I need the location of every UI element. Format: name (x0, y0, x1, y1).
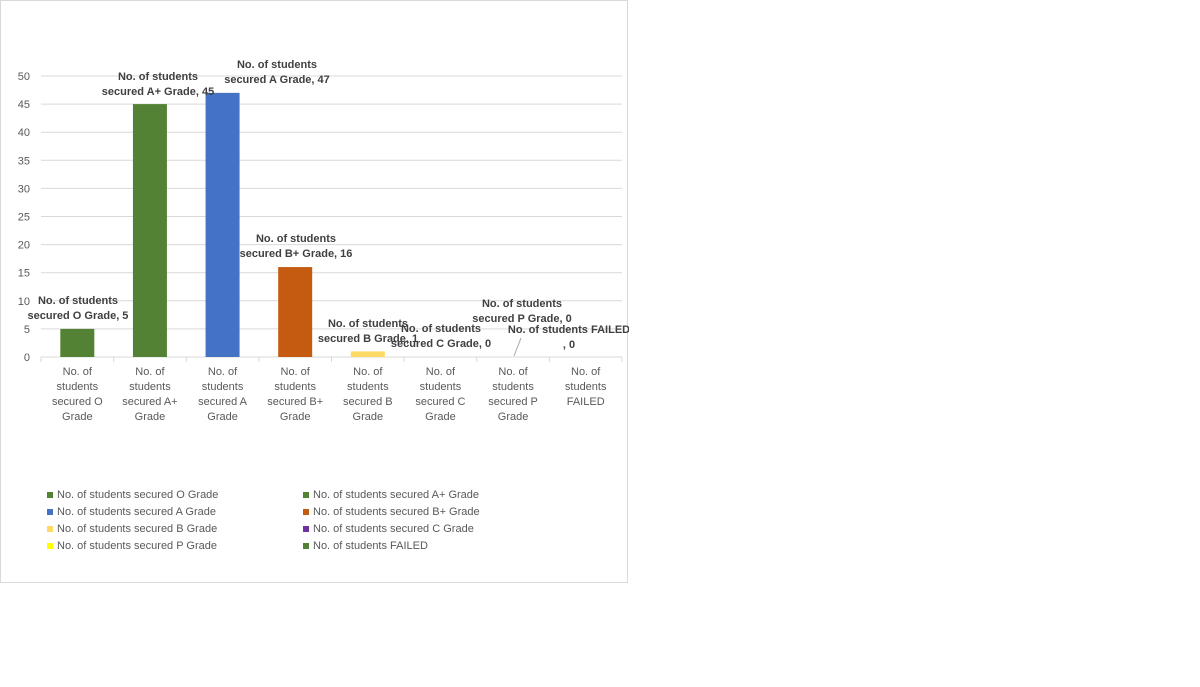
legend-item: No. of students secured B+ Grade (303, 506, 480, 518)
x-category-label: students (565, 381, 607, 393)
x-category-label: students (129, 381, 171, 393)
x-category-label: No. of (571, 366, 601, 378)
legend-label: No. of students secured O Grade (57, 489, 219, 501)
x-category-label: Grade (498, 411, 529, 423)
bar (278, 267, 313, 357)
x-category-label: secured C (415, 396, 465, 408)
legend-label: No. of students secured A Grade (57, 506, 216, 518)
legend-item: No. of students secured O Grade (47, 489, 218, 501)
x-category-label: No. of (208, 366, 238, 378)
y-tick-label: 10 (18, 296, 30, 308)
bar (60, 328, 95, 357)
y-tick-label: 50 (18, 71, 30, 83)
x-category-label: secured B+ (267, 396, 323, 408)
data-label: No. of students FAILED (508, 324, 629, 336)
x-category-label: Grade (353, 411, 384, 423)
data-label: No. of students (482, 298, 562, 310)
data-label: secured C Grade, 0 (391, 338, 491, 350)
bar (132, 104, 167, 357)
x-category-label: students (420, 381, 462, 393)
x-category-label: secured A (198, 396, 248, 408)
x-category-label: secured P (488, 396, 538, 408)
y-tick-label: 5 (24, 324, 30, 336)
x-category-label: No. of (281, 366, 311, 378)
legend-label: No. of students secured B Grade (57, 523, 218, 535)
legend-swatch (303, 526, 309, 532)
data-label: No. of students (118, 71, 198, 83)
x-category-label: secured A+ (122, 396, 177, 408)
x-category-label: No. of (135, 366, 165, 378)
x-category-label: students (202, 381, 244, 393)
x-category-label: No. of (426, 366, 456, 378)
data-label: No. of students (401, 323, 481, 335)
x-category-label: students (347, 381, 389, 393)
x-category-label: students (492, 381, 534, 393)
data-label: No. of students (328, 318, 408, 330)
y-tick-label: 15 (18, 268, 30, 280)
data-label: No. of students (237, 59, 317, 71)
leader-line (513, 337, 522, 357)
x-category-label: Grade (425, 411, 456, 423)
x-category-label: Grade (207, 411, 238, 423)
chart-frame: 0 5 10 15 20 25 30 35 40 45 50 No. of students secure… (0, 0, 629, 583)
legend-item: No. of students secured P Grade (47, 540, 217, 552)
x-category-label: Grade (62, 411, 93, 423)
y-tick-label: 25 (18, 212, 30, 224)
bar (350, 351, 385, 357)
legend-label: No. of students secured B+ Grade (313, 506, 480, 518)
legend-item: No. of students FAILED (303, 540, 428, 552)
x-category-label: No. of (353, 366, 383, 378)
bar (205, 92, 240, 358)
y-tick-label: 0 (24, 352, 30, 364)
x-category-label: No. of (498, 366, 528, 378)
x-category-label: students (57, 381, 99, 393)
legend-swatch (47, 543, 53, 549)
legend-swatch (47, 526, 53, 532)
legend-label: No. of students secured C Grade (313, 523, 474, 535)
legend-swatch (47, 509, 53, 515)
legend-label: No. of students FAILED (313, 540, 428, 552)
y-tick-label: 45 (18, 99, 30, 111)
legend-item: No. of students secured A+ Grade (303, 489, 479, 501)
legend-swatch (303, 492, 309, 498)
x-category-label: Grade (280, 411, 311, 423)
legend-swatch (303, 543, 309, 549)
y-tick-label: 35 (18, 155, 30, 167)
data-label: secured P Grade, 0 (472, 313, 571, 325)
y-tick-label: 20 (18, 240, 30, 252)
data-label: No. of students (38, 295, 118, 307)
legend-label: No. of students secured P Grade (57, 540, 217, 552)
x-category-label: secured O (52, 396, 103, 408)
data-label: secured B Grade, 1 (318, 333, 418, 345)
x-category-label: FAILED (567, 396, 605, 408)
legend-swatch (47, 492, 53, 498)
legend-swatch (303, 509, 309, 515)
y-tick-label: 40 (18, 127, 30, 139)
legend-item: No. of students secured C Grade (303, 523, 474, 535)
data-label: secured O Grade, 5 (28, 310, 129, 322)
x-category-label: Grade (135, 411, 166, 423)
data-label: No. of students (256, 233, 336, 245)
x-category-label: secured B (343, 396, 393, 408)
x-category-label: students (274, 381, 316, 393)
legend-item: No. of students secured B Grade (47, 523, 217, 535)
y-tick-label: 30 (18, 183, 30, 195)
bar-chart: 0 5 10 15 20 25 30 35 40 45 50 No. of students secure… (18, 59, 629, 423)
data-label: secured A Grade, 47 (224, 74, 330, 86)
data-label: secured A+ Grade, 45 (102, 86, 214, 98)
x-category-label: No. of (63, 366, 93, 378)
legend-item: No. of students secured A Grade (47, 506, 216, 518)
data-label: secured B+ Grade, 16 (240, 248, 353, 260)
data-label: , 0 (563, 339, 575, 351)
legend-label: No. of students secured A+ Grade (313, 489, 480, 501)
